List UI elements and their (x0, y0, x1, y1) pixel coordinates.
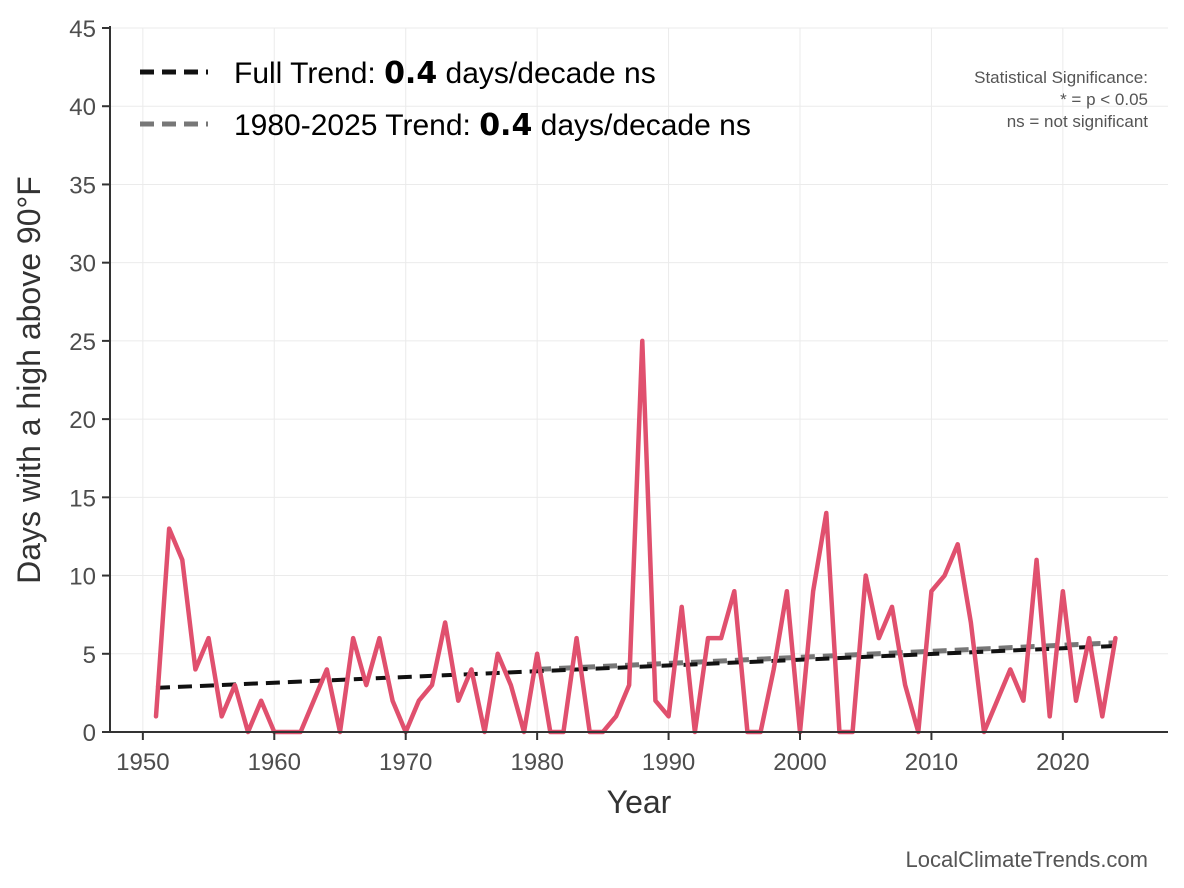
legend-prefix-full-trend: Full Trend: (234, 57, 384, 90)
significance-ns: ns = not significant (1007, 112, 1149, 131)
x-tick-label-1990: 1990 (642, 749, 695, 776)
x-tick-label-2000: 2000 (773, 749, 826, 776)
source-credit: LocalClimateTrends.com (906, 847, 1149, 872)
significance-note: Statistical Significance: * = p < 0.05 n… (974, 68, 1148, 131)
y-tick-label-25: 25 (69, 329, 96, 356)
x-tick-label-1960: 1960 (248, 749, 301, 776)
legend: Full Trend: 0.4 days/decade ns 1980-2025… (140, 56, 751, 143)
legend-label-1980-trend: 1980-2025 Trend: 0.4 days/decade ns (234, 108, 751, 143)
y-axis-title: Days with a high above 90°F (11, 176, 47, 584)
trend-lines (155, 640, 1116, 690)
y-tick-label-30: 30 (69, 251, 96, 278)
series-line-0 (153, 338, 1118, 735)
x-tick-label-1950: 1950 (116, 749, 169, 776)
legend-value-1980-trend: 0.4 (479, 108, 532, 143)
legend-value-full-trend: 0.4 (384, 56, 437, 91)
x-axis-title: Year (607, 784, 672, 820)
trend-line-1980 (537, 640, 1116, 672)
y-tick-label-45: 45 (69, 16, 96, 43)
x-tick-label-1980: 1980 (510, 749, 563, 776)
y-tick-label-35: 35 (69, 172, 96, 199)
x-tick-label-1970: 1970 (379, 749, 432, 776)
legend-prefix-1980-trend: 1980-2025 Trend: (234, 109, 479, 142)
x-tick-label-2020: 2020 (1036, 749, 1089, 776)
y-tick-label-20: 20 (69, 407, 96, 434)
y-tick-label-10: 10 (69, 564, 96, 591)
y-tick-label-15: 15 (69, 485, 96, 512)
legend-suffix-1980-trend: days/decade ns (532, 109, 750, 142)
y-tick-label-40: 40 (69, 94, 96, 121)
data-series (153, 338, 1118, 735)
significance-star: * = p < 0.05 (1060, 90, 1148, 109)
x-tick-label-2010: 2010 (905, 749, 958, 776)
legend-suffix-full-trend: days/decade ns (437, 57, 655, 90)
y-tick-label-0: 0 (83, 720, 96, 747)
y-tick-label-5: 5 (83, 642, 96, 669)
axes: 0 5 10 15 20 25 30 35 40 45 1950 1960 1970 1980 1990 20… (69, 16, 1168, 776)
significance-title: Statistical Significance: (974, 68, 1148, 87)
legend-label-full-trend: Full Trend: 0.4 days/decade ns (234, 56, 656, 91)
trend-line-full (155, 643, 1116, 690)
